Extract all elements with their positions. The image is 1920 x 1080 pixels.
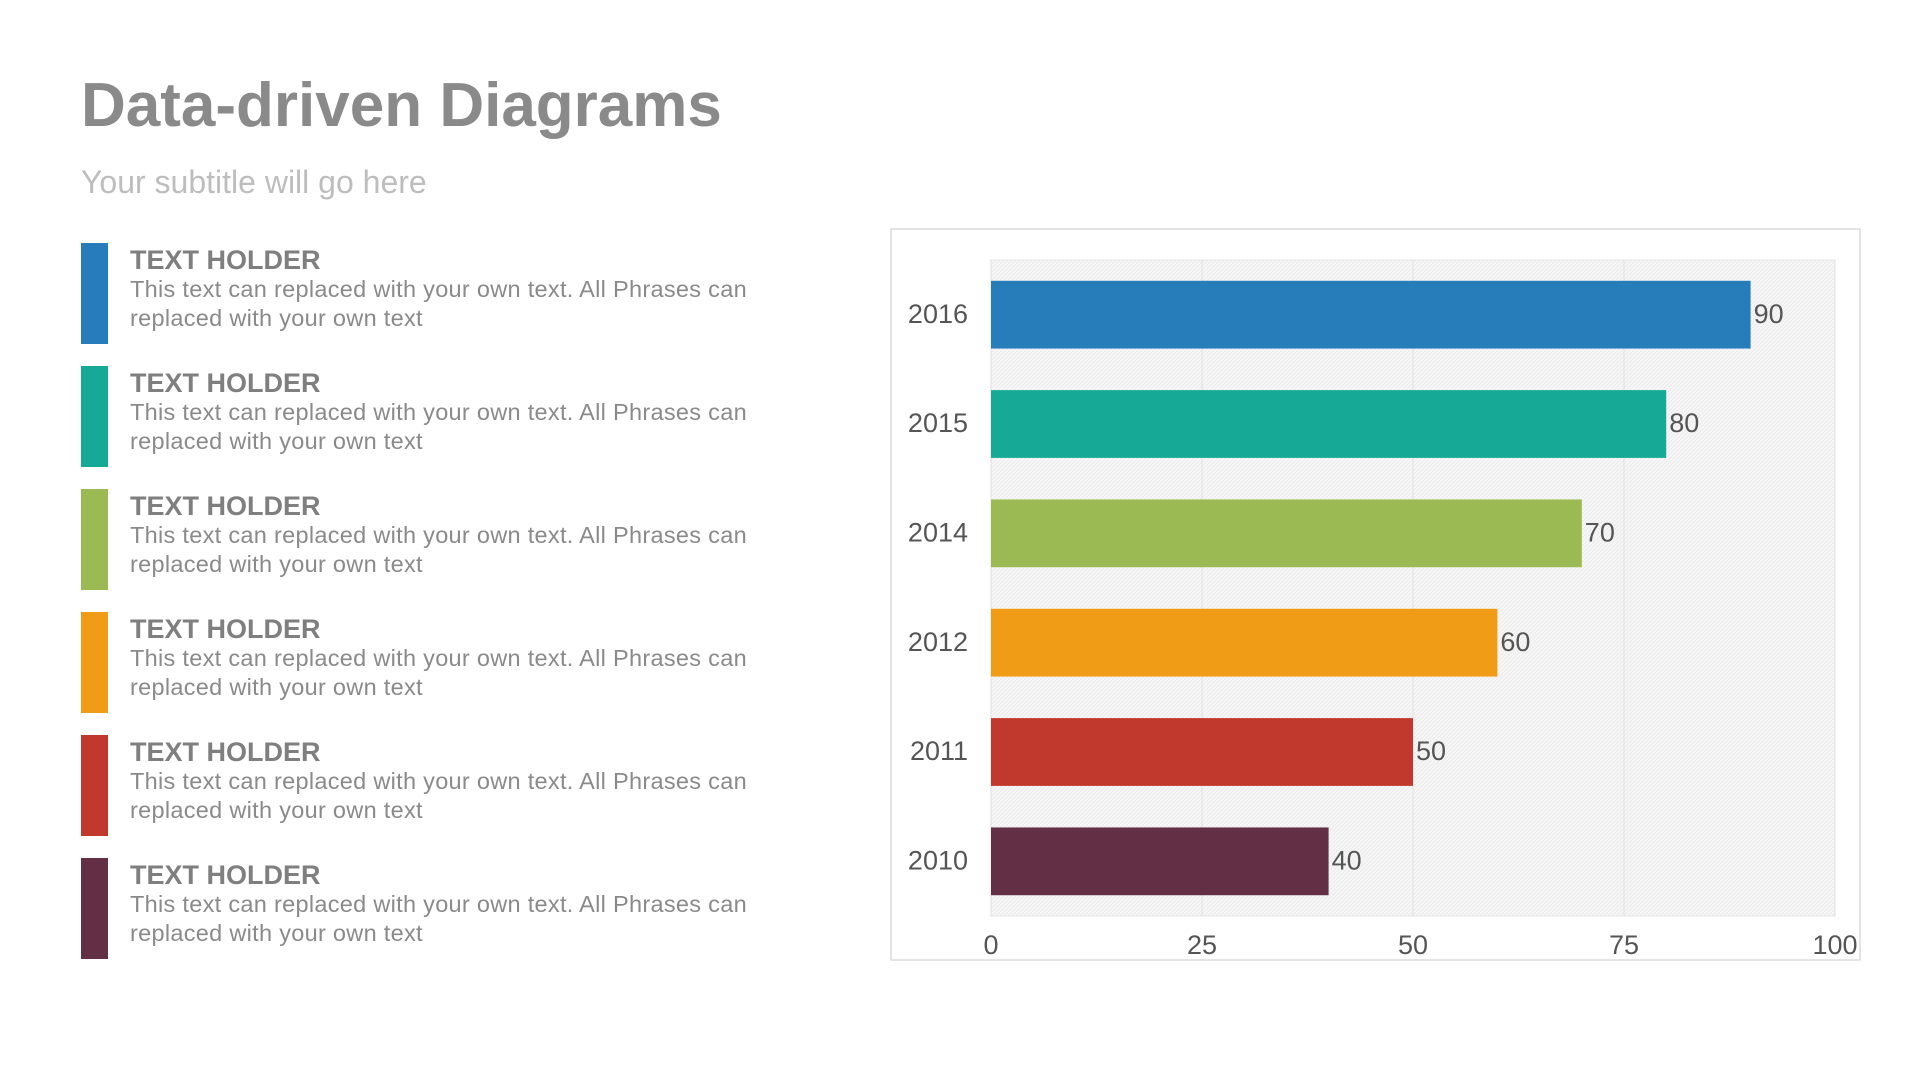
bar bbox=[991, 718, 1413, 786]
color-swatch bbox=[81, 612, 108, 713]
text-block: TEXT HOLDER This text can replaced with y… bbox=[81, 489, 781, 590]
block-text: This text can replaced with your own tex… bbox=[130, 768, 747, 823]
text-block: TEXT HOLDER This text can replaced with y… bbox=[81, 612, 781, 713]
block-heading: TEXT HOLDER bbox=[130, 368, 321, 398]
text-block: TEXT HOLDER This text can replaced with y… bbox=[81, 858, 781, 959]
text-block: TEXT HOLDER This text can replaced with y… bbox=[81, 366, 781, 467]
y-tick-label: 2012 bbox=[908, 627, 968, 657]
bar bbox=[991, 608, 1498, 677]
page-subtitle: Your subtitle will go here bbox=[81, 164, 427, 200]
block-text: This text can replaced with your own tex… bbox=[130, 522, 747, 577]
text-block: TEXT HOLDER This text can replaced with y… bbox=[81, 243, 781, 344]
block-heading: TEXT HOLDER bbox=[130, 614, 321, 644]
block-heading: TEXT HOLDER bbox=[130, 737, 321, 767]
x-tick-label: 50 bbox=[1398, 930, 1428, 960]
bar bbox=[991, 280, 1751, 349]
text-block: TEXT HOLDER This text can replaced with y… bbox=[81, 735, 781, 836]
bar bbox=[991, 499, 1582, 568]
y-tick-label: 2010 bbox=[908, 845, 968, 875]
x-tick-label: 25 bbox=[1187, 930, 1217, 960]
block-text: This text can replaced with your own tex… bbox=[130, 645, 747, 700]
color-swatch bbox=[81, 735, 108, 836]
block-heading: TEXT HOLDER bbox=[130, 860, 321, 890]
y-tick-label: 2014 bbox=[908, 517, 968, 547]
x-tick-label: 75 bbox=[1609, 930, 1639, 960]
value-label: 60 bbox=[1500, 627, 1530, 657]
color-swatch bbox=[81, 243, 108, 344]
value-label: 90 bbox=[1754, 299, 1784, 329]
value-label: 40 bbox=[1332, 845, 1362, 875]
block-text: This text can replaced with your own tex… bbox=[130, 276, 747, 331]
color-swatch bbox=[81, 858, 108, 959]
bar bbox=[991, 390, 1667, 458]
bar bbox=[991, 827, 1329, 896]
block-heading: TEXT HOLDER bbox=[130, 245, 321, 275]
y-tick-label: 2015 bbox=[908, 408, 968, 438]
y-tick-label: 2016 bbox=[908, 299, 968, 329]
value-label: 80 bbox=[1669, 408, 1699, 438]
value-label: 50 bbox=[1416, 736, 1446, 766]
x-tick-label: 100 bbox=[1812, 930, 1857, 960]
block-text: This text can replaced with your own tex… bbox=[130, 399, 747, 454]
y-tick-label: 2011 bbox=[910, 736, 968, 766]
color-swatch bbox=[81, 366, 108, 467]
color-swatch bbox=[81, 489, 108, 590]
value-label: 70 bbox=[1585, 517, 1615, 547]
block-heading: TEXT HOLDER bbox=[130, 491, 321, 521]
page-title: Data-driven Diagrams bbox=[81, 71, 722, 140]
block-text: This text can replaced with your own tex… bbox=[130, 891, 747, 946]
x-tick-label: 0 bbox=[983, 930, 998, 960]
